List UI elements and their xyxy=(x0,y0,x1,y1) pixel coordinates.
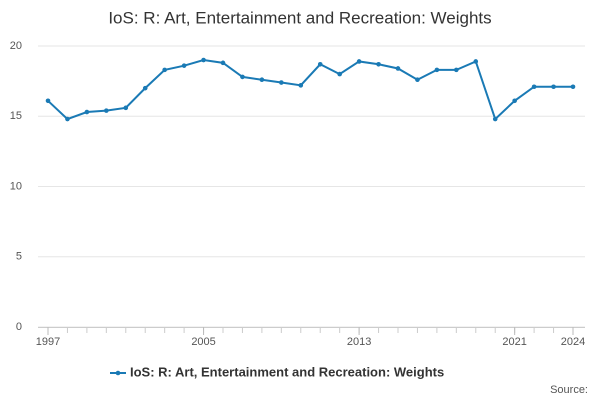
point xyxy=(395,66,401,71)
point xyxy=(240,74,245,80)
point xyxy=(162,67,167,73)
legend-marker xyxy=(115,370,121,376)
point xyxy=(259,77,265,83)
point xyxy=(531,84,537,90)
y-tick-label: 15 xyxy=(10,110,22,122)
y-tick-label: 10 xyxy=(10,180,22,192)
point xyxy=(279,80,284,85)
point xyxy=(415,77,420,83)
y-tick-label: 5 xyxy=(16,251,22,263)
point xyxy=(570,84,576,90)
point xyxy=(376,61,381,67)
point xyxy=(356,59,362,64)
chart-title: IoS: R: Art, Entertainment and Recreatio… xyxy=(108,8,491,27)
point xyxy=(123,105,129,111)
x-tick-label: 2021 xyxy=(502,336,526,348)
point xyxy=(454,67,459,73)
point xyxy=(434,67,440,73)
x-tick-label: 2024 xyxy=(561,336,585,348)
point xyxy=(84,109,90,115)
point xyxy=(181,63,187,68)
point xyxy=(45,98,51,104)
x-tick-label: 2013 xyxy=(347,336,371,348)
source: Source: xyxy=(550,384,588,396)
x-tick-label: 1997 xyxy=(36,336,60,348)
x-tick-label: 2005 xyxy=(191,336,215,348)
point xyxy=(473,59,479,64)
point xyxy=(317,61,323,67)
y-tick-label: 20 xyxy=(10,40,22,52)
point xyxy=(201,57,206,63)
point xyxy=(65,116,70,122)
point xyxy=(142,85,148,91)
y-tick-label: 0 xyxy=(16,321,22,333)
point xyxy=(337,71,342,77)
line xyxy=(47,59,573,121)
point xyxy=(220,60,226,66)
point xyxy=(492,116,498,122)
point xyxy=(512,98,517,104)
point xyxy=(551,84,556,90)
point xyxy=(104,108,109,113)
legend-label: IoS: R: Art, Entertainment and Recreatio… xyxy=(130,364,444,379)
point xyxy=(298,83,304,88)
